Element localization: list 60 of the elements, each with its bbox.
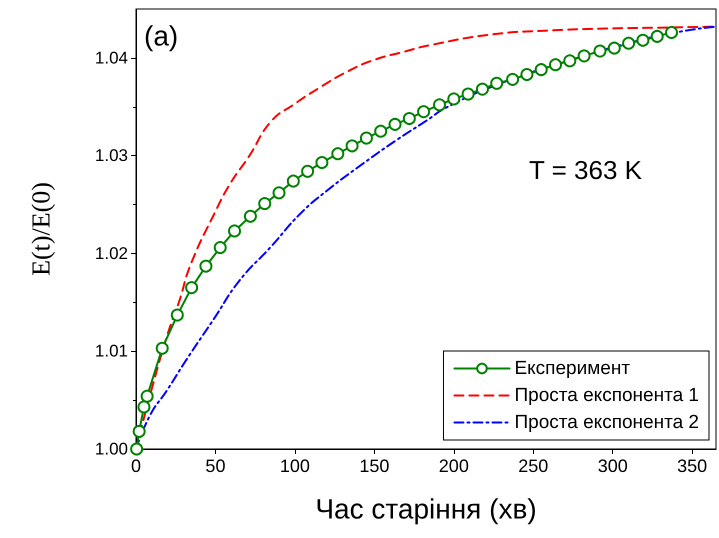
point	[433, 98, 446, 112]
point	[199, 260, 212, 273]
point	[665, 26, 678, 39]
point	[228, 224, 242, 238]
point	[608, 42, 621, 55]
point	[506, 72, 520, 86]
point	[476, 82, 489, 96]
y-tick-label: 1.04	[94, 48, 128, 68]
point	[490, 76, 504, 90]
point	[520, 68, 534, 82]
x-tick-label: 350	[677, 456, 708, 476]
point	[346, 139, 359, 152]
annotation: T = 363 K	[529, 155, 643, 185]
point	[331, 147, 344, 160]
point	[286, 174, 300, 188]
point	[388, 118, 402, 131]
point	[650, 30, 664, 43]
annotation: (a)	[144, 20, 178, 52]
point	[132, 424, 146, 438]
point	[622, 36, 636, 50]
point	[315, 156, 328, 170]
y-axis-title: E(t)/E(0)	[26, 182, 56, 276]
legend-label: Проста експонента 1	[514, 385, 700, 406]
point	[140, 390, 154, 403]
point	[170, 308, 184, 322]
point	[272, 186, 286, 200]
point	[563, 54, 576, 68]
point	[301, 164, 314, 178]
y-tick-label: 1.02	[94, 244, 128, 263]
point	[374, 124, 388, 138]
y-tick-label: 1.01	[94, 342, 128, 361]
point	[185, 281, 198, 294]
x-tick-label: 300	[598, 456, 628, 476]
point	[156, 342, 169, 355]
point	[137, 400, 150, 414]
point	[578, 49, 591, 62]
legend-label: Проста експонента 2	[514, 412, 700, 433]
point	[462, 88, 475, 101]
point	[244, 210, 257, 223]
point	[447, 92, 460, 106]
x-tick-label: 200	[438, 456, 469, 476]
point	[360, 132, 373, 145]
point	[549, 58, 562, 72]
x-tick-label: 100	[280, 456, 310, 476]
point	[417, 105, 430, 118]
x-tick-label: 150	[359, 456, 390, 476]
y-tick-label: 1.00	[94, 440, 128, 458]
point	[534, 63, 548, 76]
x-tick-label: 250	[518, 456, 548, 476]
point	[130, 442, 144, 456]
y-tick-label: 1.03	[94, 146, 128, 166]
x-axis-title: Час старіння (хв)	[315, 494, 537, 524]
point	[214, 241, 227, 254]
x-tick-label: 50	[205, 456, 226, 476]
point	[258, 197, 272, 210]
x-tick-label: 0	[130, 456, 142, 476]
point	[402, 112, 416, 126]
point	[594, 44, 606, 58]
legend-label: Експеримент	[514, 358, 630, 379]
point	[636, 34, 650, 47]
